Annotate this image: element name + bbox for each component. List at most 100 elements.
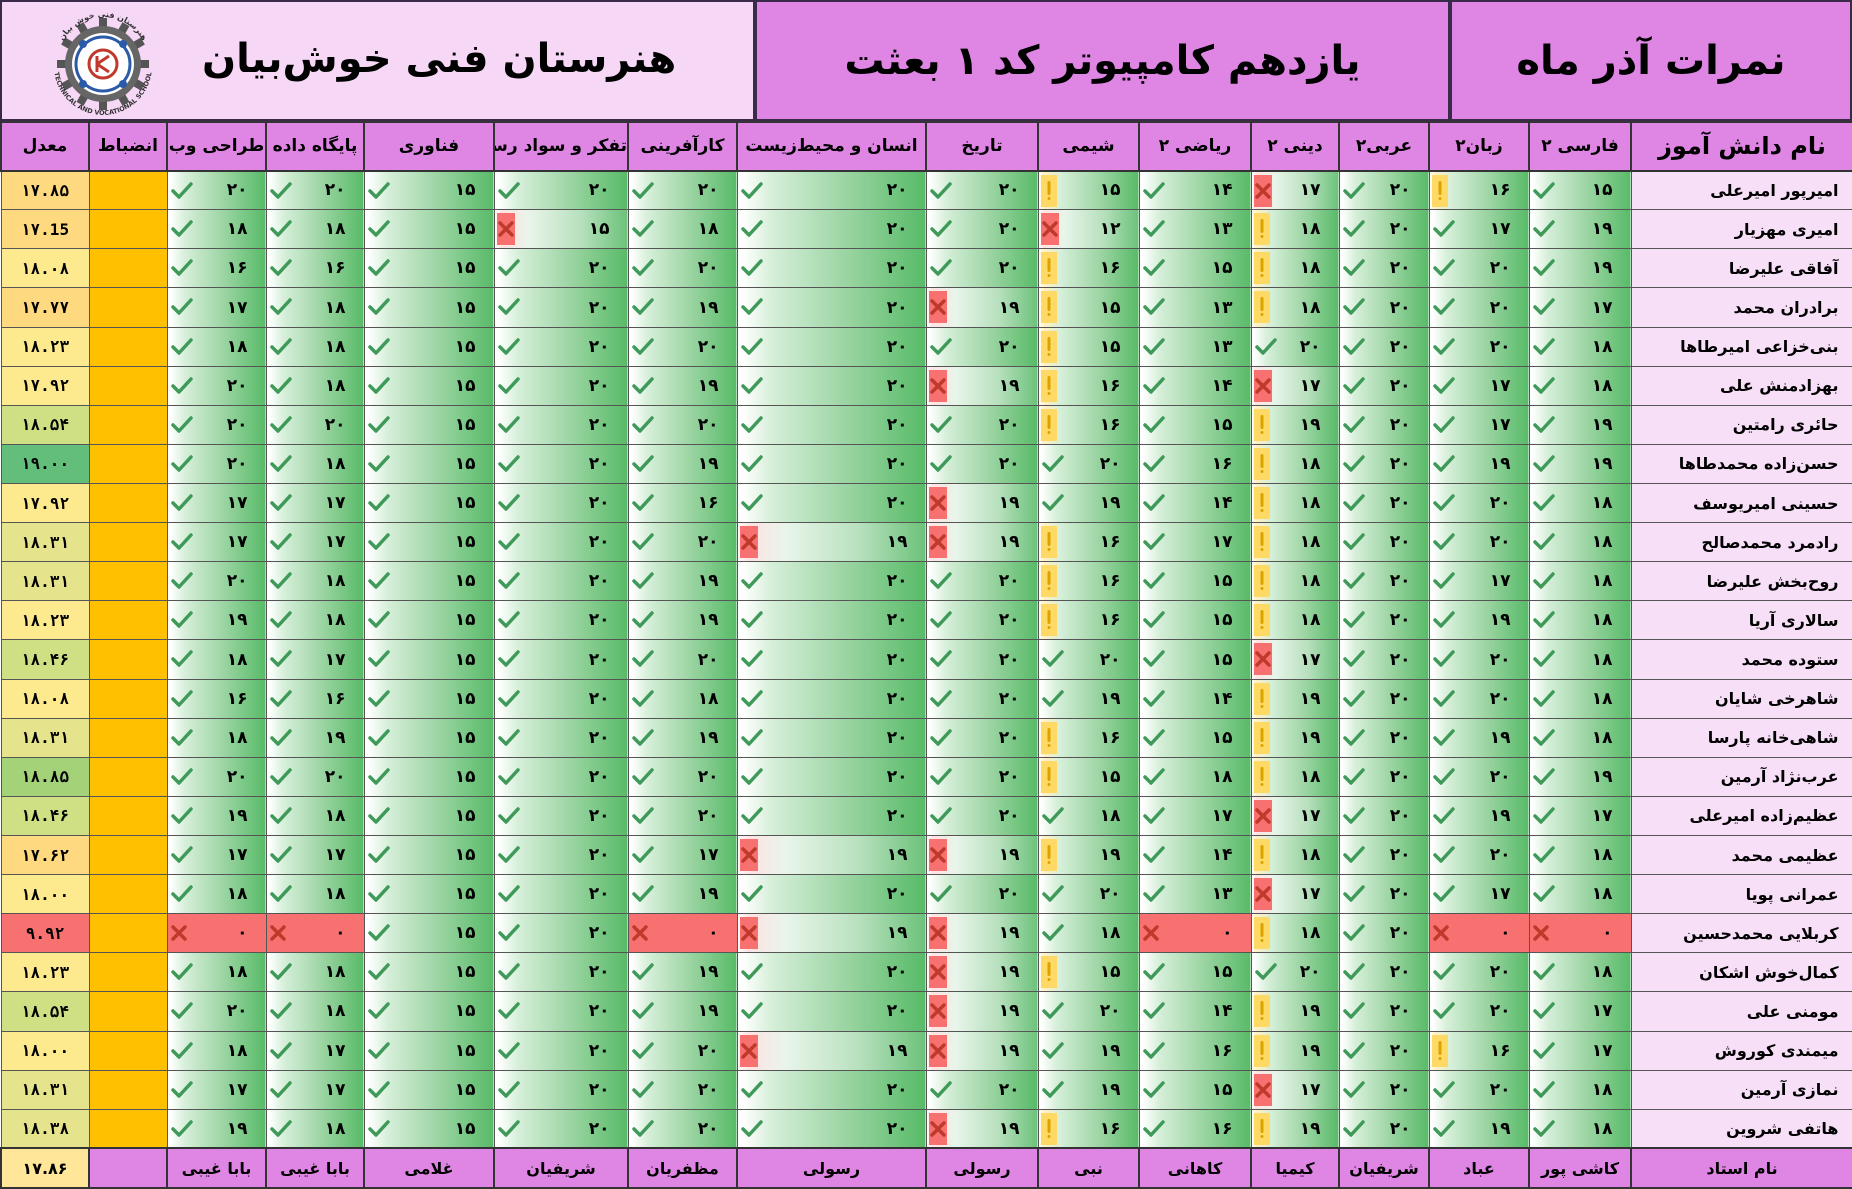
grade-cell-database: ۱۷ <box>265 1069 365 1110</box>
cross-icon <box>740 925 757 941</box>
grade-cell-farsi: ۱۸ <box>1528 1108 1632 1149</box>
check-icon-wrap <box>1342 1074 1366 1106</box>
check-icon <box>1342 924 1365 941</box>
grade-cell-entrepreneurship: ۱۹ <box>627 365 738 406</box>
check-icon-wrap <box>1342 370 1366 402</box>
check-icon <box>1142 1041 1165 1059</box>
grade-value: ۲۰ <box>588 962 610 983</box>
check-icon <box>1041 1080 1064 1098</box>
grade-cell-religion: ۱۸ <box>1250 287 1340 328</box>
cross-icon <box>929 1003 946 1020</box>
subject-header-label: شیمی <box>1062 136 1115 157</box>
exclamation-icon <box>1047 727 1050 747</box>
check-icon-wrap <box>170 1113 194 1145</box>
grade-value: ۱۵ <box>1211 649 1233 670</box>
check-icon <box>170 181 193 199</box>
average-value: ۱۸.۳۸ <box>20 1119 70 1139</box>
grade-cell-technology: ۱۵ <box>363 561 495 602</box>
check-icon <box>1342 846 1365 863</box>
exclamation-icon-wrap <box>1040 1112 1057 1145</box>
check-icon <box>929 650 952 668</box>
teacher-name: کاهانی <box>1167 1158 1223 1178</box>
grade-value: ۱۷ <box>1591 1001 1613 1022</box>
grade-cell-farsi: ۱۸ <box>1528 834 1632 876</box>
check-icon <box>497 259 520 277</box>
grade-cell-math: ۱۵ <box>1138 717 1252 758</box>
grade-cell-religion: ۱۸ <box>1250 248 1340 289</box>
check-icon-wrap <box>367 643 391 675</box>
grade-value: ۲۰ <box>998 727 1020 748</box>
check-icon-wrap <box>631 1035 655 1067</box>
grade-cell-farsi: ۱۹ <box>1528 756 1632 797</box>
check-icon-wrap <box>1041 800 1065 832</box>
exclamation-icon-wrap <box>1040 956 1057 989</box>
check-icon-wrap <box>631 487 655 519</box>
check-icon-wrap <box>1532 1113 1556 1145</box>
discipline-cell <box>88 483 168 524</box>
check-icon-wrap <box>631 839 655 871</box>
check-icon <box>631 572 654 589</box>
grade-cell-math: ۱۳ <box>1138 287 1252 328</box>
grade-value: ۱۹ <box>697 884 719 905</box>
check-icon-wrap <box>1432 526 1456 558</box>
grade-value: ۱۸ <box>324 610 346 631</box>
grade-cell-database: ۱۸ <box>265 365 365 406</box>
check-icon-wrap <box>1142 370 1166 402</box>
student-name-cell: کربلایی محمدحسین <box>1630 913 1852 954</box>
check-icon <box>1432 963 1455 981</box>
grade-value: ۱۷ <box>1299 375 1321 396</box>
grade-cell-web-design: ۱۸ <box>166 952 267 993</box>
grade-cell-entrepreneurship: ۱۸ <box>627 678 738 719</box>
grade-value: ۱۸ <box>1591 845 1613 866</box>
check-icon-wrap <box>170 956 194 988</box>
check-icon <box>1342 1080 1365 1098</box>
check-icon-wrap <box>1432 252 1456 284</box>
grade-value: ۰ <box>1222 923 1233 944</box>
check-icon <box>929 337 952 355</box>
average-cell: ۱۸.۲۳ <box>0 952 90 993</box>
grade-cell-technology: ۱۵ <box>363 717 495 758</box>
grade-value: ۲۰ <box>998 453 1020 474</box>
grade-cell-web-design: ۰ <box>166 913 267 954</box>
grade-value: ۱۹ <box>226 610 248 631</box>
grade-cell-religion: ۱۷ <box>1250 365 1340 406</box>
grade-value: ۲۰ <box>998 219 1020 240</box>
check-icon-wrap <box>631 761 655 793</box>
grade-cell-english: ۲۰ <box>1428 639 1530 680</box>
check-icon <box>631 689 654 707</box>
check-icon <box>170 728 193 746</box>
check-icon <box>929 885 952 902</box>
grade-cell-religion: ۱۸ <box>1250 913 1340 954</box>
check-icon <box>631 768 654 785</box>
check-icon-wrap <box>269 252 293 284</box>
grade-cell-math: ۱۴ <box>1138 170 1252 211</box>
grade-cell-entrepreneurship: ۱۷ <box>627 834 738 876</box>
check-icon <box>367 1080 390 1098</box>
grade-value: ۲۰ <box>588 805 610 826</box>
grade-value: ۲۰ <box>226 766 248 787</box>
exclamation-icon-wrap <box>1431 174 1448 207</box>
check-icon-wrap <box>631 526 655 558</box>
check-icon-wrap <box>497 683 521 715</box>
check-icon <box>170 885 193 902</box>
average-value: ۱۷.۹۲ <box>20 376 70 396</box>
grade-value: ۲۰ <box>588 688 610 709</box>
grade-value: ۱۸ <box>324 805 346 826</box>
check-icon <box>367 924 390 941</box>
table-row: ۱۸.۳۱ ۱۷ ۱۷ ۱۵ ۲۰ ۲۰ ۲۰ ۲۰ ۱۹ ۱۵ ۱۷ ۲۰ ۲۰ ۱۸ نمازی آرم… <box>0 1069 1852 1110</box>
grade-value: ۲۰ <box>588 610 610 631</box>
student-name: حسینی امیریوسف <box>1693 493 1839 513</box>
grade-value: ۱۸ <box>1299 297 1321 318</box>
check-icon-wrap <box>1142 526 1166 558</box>
check-icon-wrap <box>170 448 194 480</box>
grade-cell-database: ۱۷ <box>265 639 365 680</box>
exclamation-icon-wrap <box>1253 447 1270 480</box>
exclamation-icon-wrap <box>1040 604 1057 637</box>
grade-value: ۱۸ <box>226 1040 248 1061</box>
check-icon-wrap <box>631 291 655 323</box>
exclamation-icon <box>1047 414 1050 434</box>
check-icon <box>269 416 292 433</box>
check-icon <box>170 963 193 981</box>
check-icon <box>367 298 390 316</box>
